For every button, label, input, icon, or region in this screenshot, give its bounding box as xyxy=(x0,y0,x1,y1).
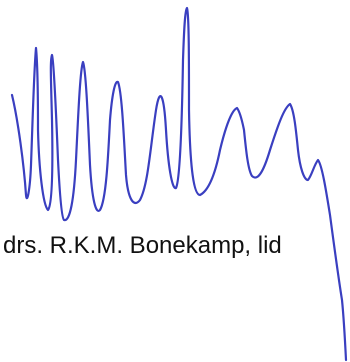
signatory-name: drs. R.K.M. Bonekamp, lid xyxy=(3,232,282,259)
